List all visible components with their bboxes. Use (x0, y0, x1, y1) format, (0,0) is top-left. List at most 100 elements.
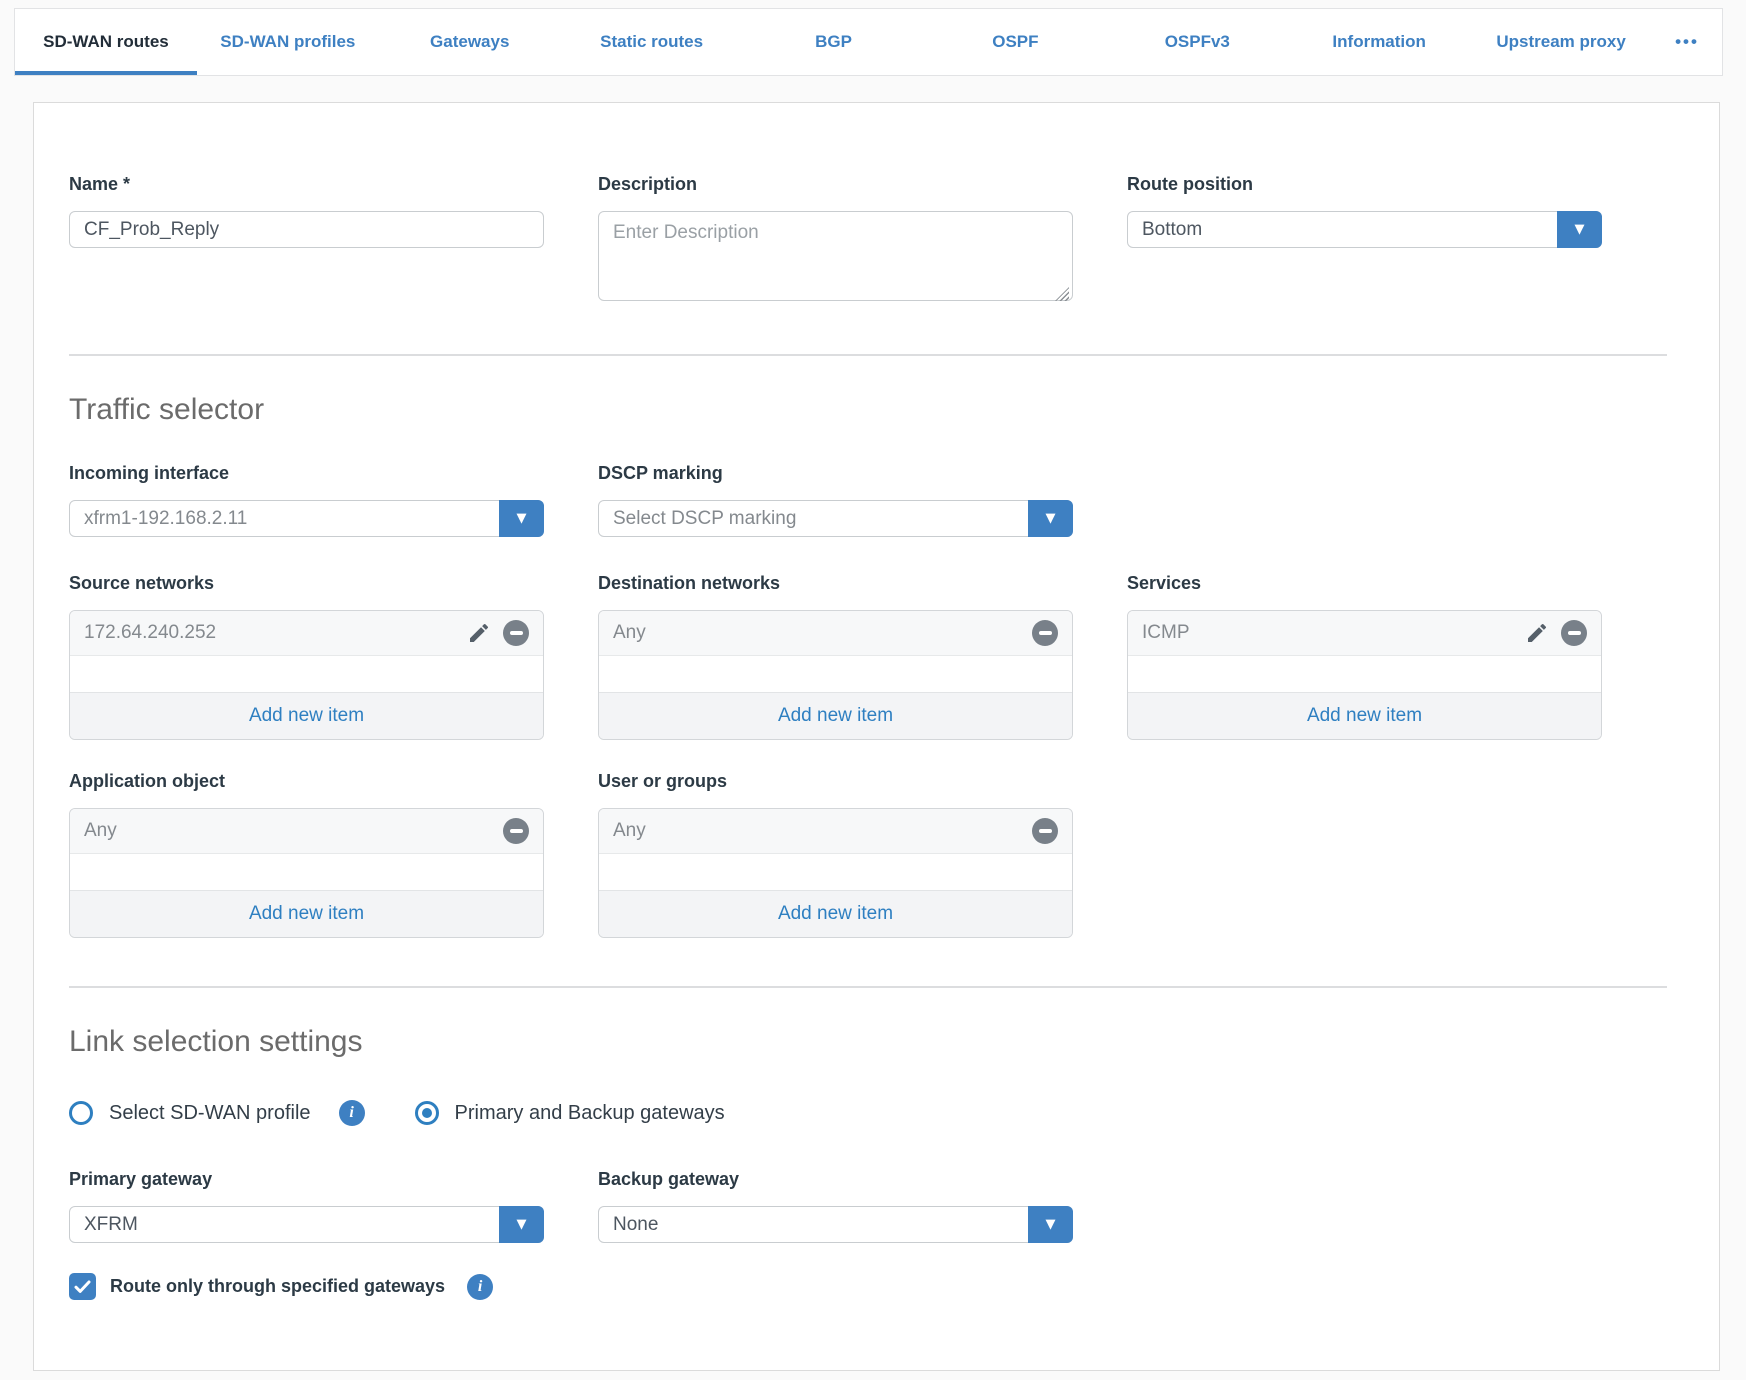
incoming-interface-select[interactable]: xfrm1-192.168.2.11 ▼ (69, 500, 544, 537)
section-divider (69, 986, 1667, 988)
backup-gateway-dropdown-button[interactable]: ▼ (1028, 1206, 1073, 1243)
tab-gateways[interactable]: Gateways (379, 9, 561, 75)
general-row: Name * Description Route position Bottom… (69, 173, 1667, 306)
primary-gateway-label: Primary gateway (69, 1169, 213, 1189)
radio-primary-backup-gateways[interactable] (414, 1101, 439, 1125)
backup-gateway-field-group: Backup gateway None ▼ (598, 1168, 1073, 1243)
tab-label: Static routes (600, 32, 704, 51)
name-input[interactable] (69, 211, 544, 248)
route-only-checkbox-label: Route only through specified gateways (110, 1276, 446, 1296)
tab-ospf[interactable]: OSPF (924, 9, 1106, 75)
info-icon[interactable]: i (338, 1100, 365, 1126)
sdwan-route-form-card: Name * Description Route position Bottom… (33, 102, 1720, 1371)
remove-item-button[interactable] (1561, 620, 1587, 646)
user-or-groups-group: User or groups Any Add new item (598, 770, 1073, 938)
listbox-empty-area (599, 854, 1072, 890)
pencil-icon (1528, 623, 1547, 642)
route-position-field-group: Route position Bottom ▼ (1127, 173, 1602, 248)
section-divider (69, 354, 1667, 356)
incoming-interface-field-group: Incoming interface xfrm1-192.168.2.11 ▼ (69, 462, 544, 537)
incoming-interface-label: Incoming interface (69, 463, 230, 483)
destination-networks-listbox: Any Add new item (598, 610, 1073, 740)
user-or-groups-label: User or groups (598, 771, 728, 791)
application-users-row: Application object Any Add new item User… (69, 770, 1667, 938)
list-item-text: Any (613, 820, 646, 841)
tab-label: Information (1332, 32, 1426, 51)
radio-primary-backup-label: Primary and Backup gateways (454, 1101, 725, 1124)
name-label: Name * (69, 174, 131, 194)
gateways-row: Primary gateway XFRM ▼ Backup gateway No… (69, 1168, 1667, 1243)
tab-sdwan-routes[interactable]: SD-WAN routes (15, 9, 197, 75)
dscp-marking-dropdown-button[interactable]: ▼ (1028, 500, 1073, 537)
check-icon (74, 1280, 91, 1293)
primary-gateway-value: XFRM (84, 1213, 138, 1235)
backup-gateway-value: None (613, 1213, 659, 1235)
add-new-item-button[interactable]: Add new item (599, 692, 1072, 739)
link-selection-heading: Link selection settings (69, 1025, 363, 1058)
name-field-group: Name * (69, 173, 544, 248)
primary-gateway-select[interactable]: XFRM ▼ (69, 1206, 544, 1243)
backup-gateway-select[interactable]: None ▼ (598, 1206, 1073, 1243)
primary-gateway-dropdown-button[interactable]: ▼ (499, 1206, 544, 1243)
tab-upstream-proxy[interactable]: Upstream proxy (1470, 9, 1652, 75)
dscp-marking-select[interactable]: Select DSCP marking ▼ (598, 500, 1073, 537)
add-new-item-button[interactable]: Add new item (599, 890, 1072, 937)
remove-item-button[interactable] (1032, 620, 1058, 646)
add-new-item-button[interactable]: Add new item (70, 692, 543, 739)
minus-circle-icon (503, 818, 529, 844)
add-new-item-button[interactable]: Add new item (1128, 692, 1601, 739)
list-item: Any (70, 809, 543, 854)
link-selection-radio-row: Select SD-WAN profile i Primary and Back… (69, 1100, 1667, 1126)
dscp-marking-value: Select DSCP marking (613, 507, 797, 529)
services-listbox: ICMP Add new item (1127, 610, 1602, 740)
tab-label: SD-WAN profiles (220, 32, 356, 51)
route-only-checkbox[interactable] (69, 1273, 96, 1300)
interface-dscp-row: Incoming interface xfrm1-192.168.2.11 ▼ … (69, 462, 1667, 537)
edit-item-button[interactable] (467, 621, 491, 645)
chevron-down-icon: ▼ (1045, 1217, 1056, 1232)
route-position-dropdown-button[interactable]: ▼ (1557, 211, 1602, 248)
incoming-interface-dropdown-button[interactable]: ▼ (499, 500, 544, 537)
list-item-text: Any (613, 622, 646, 643)
info-icon[interactable]: i (467, 1273, 494, 1300)
source-networks-listbox: 172.64.240.252 Add new item (69, 610, 544, 740)
remove-item-button[interactable] (503, 818, 529, 844)
remove-item-button[interactable] (503, 620, 529, 646)
backup-gateway-label: Backup gateway (598, 1169, 740, 1189)
tab-label: SD-WAN routes (43, 32, 169, 51)
chevron-down-icon: ▼ (1045, 511, 1056, 526)
traffic-selector-heading: Traffic selector (69, 393, 265, 426)
list-item: Any (599, 809, 1072, 854)
description-textarea[interactable] (598, 211, 1073, 301)
tab-label: OSPF (992, 32, 1039, 51)
tab-sdwan-profiles[interactable]: SD-WAN profiles (197, 9, 379, 75)
tab-label: Gateways (430, 32, 510, 51)
route-position-select[interactable]: Bottom ▼ (1127, 211, 1602, 248)
application-object-group: Application object Any Add new item (69, 770, 544, 938)
tab-information[interactable]: Information (1288, 9, 1470, 75)
user-or-groups-listbox: Any Add new item (598, 808, 1073, 938)
application-object-listbox: Any Add new item (69, 808, 544, 938)
radio-sdwan-profile[interactable] (69, 1101, 93, 1125)
remove-item-button[interactable] (1032, 818, 1058, 844)
tab-bgp[interactable]: BGP (743, 9, 925, 75)
route-only-checkbox-row: Route only through specified gateways i (69, 1273, 1667, 1300)
minus-circle-icon (1032, 818, 1058, 844)
minus-circle-icon (503, 620, 529, 646)
pencil-icon (470, 623, 489, 642)
minus-circle-icon (1561, 620, 1587, 646)
more-tabs-button[interactable]: ••• (1652, 9, 1722, 75)
tab-ospfv3[interactable]: OSPFv3 (1106, 9, 1288, 75)
description-label: Description (598, 174, 698, 194)
list-item-text: ICMP (1142, 622, 1190, 643)
listbox-empty-area (70, 656, 543, 692)
edit-item-button[interactable] (1525, 621, 1549, 645)
tab-label: Upstream proxy (1496, 32, 1626, 51)
route-position-value: Bottom (1142, 218, 1203, 240)
services-group: Services ICMP Add new item (1127, 572, 1602, 740)
add-new-item-button[interactable]: Add new item (70, 890, 543, 937)
incoming-interface-value: xfrm1-192.168.2.11 (84, 507, 248, 529)
tab-static-routes[interactable]: Static routes (561, 9, 743, 75)
destination-networks-group: Destination networks Any Add new item (598, 572, 1073, 740)
listbox-empty-area (70, 854, 543, 890)
